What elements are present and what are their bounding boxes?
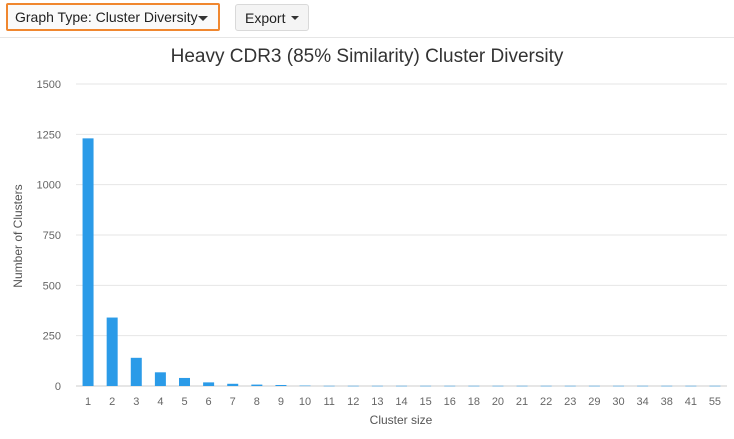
y-tick-label: 1250: [37, 129, 61, 141]
x-tick-label: 1: [85, 396, 91, 408]
chart-title: Heavy CDR3 (85% Similarity) Cluster Dive…: [171, 46, 564, 67]
x-tick-label: 6: [206, 396, 212, 408]
bars: [82, 138, 721, 387]
x-tick-label: 55: [709, 396, 721, 408]
bar-7[interactable]: [227, 383, 239, 386]
bar-1[interactable]: [82, 138, 94, 386]
bar-16[interactable]: [444, 385, 456, 387]
bar-9[interactable]: [275, 384, 287, 386]
bar-5[interactable]: [179, 377, 190, 386]
bar-38[interactable]: [661, 385, 673, 387]
bar-10[interactable]: [299, 385, 311, 387]
x-tick-label: 41: [685, 396, 697, 408]
y-tick-label: 500: [43, 280, 61, 292]
chevron-down-icon: [291, 16, 299, 20]
x-tick-label: 3: [133, 396, 139, 408]
x-tick-label: 11: [323, 396, 334, 408]
bar-chart: Heavy CDR3 (85% Similarity) Cluster Dive…: [11, 46, 727, 427]
x-tick-label: 23: [564, 396, 576, 408]
y-tick-label: 1500: [37, 79, 61, 91]
bar-2[interactable]: [106, 317, 118, 386]
bar-23[interactable]: [564, 385, 576, 387]
x-tick-label: 22: [540, 396, 552, 408]
y-axis-ticks: 0 250 500 750 1000 1250 1500: [37, 79, 61, 393]
x-tick-label: 7: [230, 396, 236, 408]
export-label: Export: [245, 9, 286, 26]
bar-13[interactable]: [371, 385, 383, 387]
y-tick-label: 750: [43, 230, 61, 242]
bar-20[interactable]: [492, 385, 504, 387]
x-tick-label: 4: [157, 396, 163, 408]
y-tick-label: 0: [55, 381, 61, 393]
toolbar: Graph Type: Cluster Diversity Export: [0, 0, 734, 38]
x-tick-label: 13: [371, 396, 383, 408]
x-axis-ticks: 1 2 3 4 5 6 7 8 9 10 11 12 13 14 15 16 18 20 21 22 23 29 30 34 3…: [85, 396, 721, 408]
x-tick-label: 29: [588, 396, 600, 408]
y-tick-label: 1000: [37, 180, 61, 192]
bar-21[interactable]: [516, 385, 528, 387]
bar-22[interactable]: [540, 385, 552, 387]
x-tick-label: 34: [636, 396, 648, 408]
x-tick-label: 15: [419, 396, 431, 408]
x-tick-label: 5: [181, 396, 187, 408]
bar-34[interactable]: [637, 385, 649, 387]
x-tick-label: 21: [516, 396, 528, 408]
x-tick-label: 12: [347, 396, 359, 408]
chevron-down-icon: [198, 16, 208, 21]
bar-29[interactable]: [588, 385, 600, 387]
y-tick-label: 250: [43, 331, 61, 343]
x-tick-label: 2: [109, 396, 115, 408]
bar-55[interactable]: [709, 385, 721, 387]
x-tick-label: 8: [254, 396, 260, 408]
export-dropdown-button[interactable]: Export: [235, 4, 309, 31]
y-axis-label: Number of Clusters: [11, 184, 25, 287]
bar-18[interactable]: [468, 385, 480, 387]
bar-30[interactable]: [613, 385, 624, 387]
x-tick-label: 10: [299, 396, 311, 408]
bar-11[interactable]: [323, 385, 335, 387]
bar-4[interactable]: [154, 372, 166, 386]
x-tick-label: 38: [661, 396, 673, 408]
bar-41[interactable]: [685, 385, 697, 387]
x-axis-label: Cluster size: [370, 413, 433, 427]
x-tick-label: 14: [395, 396, 407, 408]
x-tick-label: 9: [278, 396, 284, 408]
bar-8[interactable]: [251, 384, 263, 386]
x-tick-label: 30: [612, 396, 624, 408]
graph-type-dropdown[interactable]: Graph Type: Cluster Diversity: [6, 3, 220, 31]
x-tick-label: 16: [444, 396, 456, 408]
x-tick-label: 18: [468, 396, 480, 408]
graph-type-label: Graph Type: Cluster Diversity: [15, 9, 198, 25]
bar-15[interactable]: [420, 385, 432, 387]
grid-lines: [76, 83, 727, 387]
x-tick-label: 20: [492, 396, 504, 408]
bar-12[interactable]: [347, 385, 359, 387]
bar-3[interactable]: [130, 357, 142, 386]
chart-container: Heavy CDR3 (85% Similarity) Cluster Dive…: [0, 38, 734, 434]
bar-6[interactable]: [203, 382, 215, 386]
bar-14[interactable]: [396, 385, 407, 387]
